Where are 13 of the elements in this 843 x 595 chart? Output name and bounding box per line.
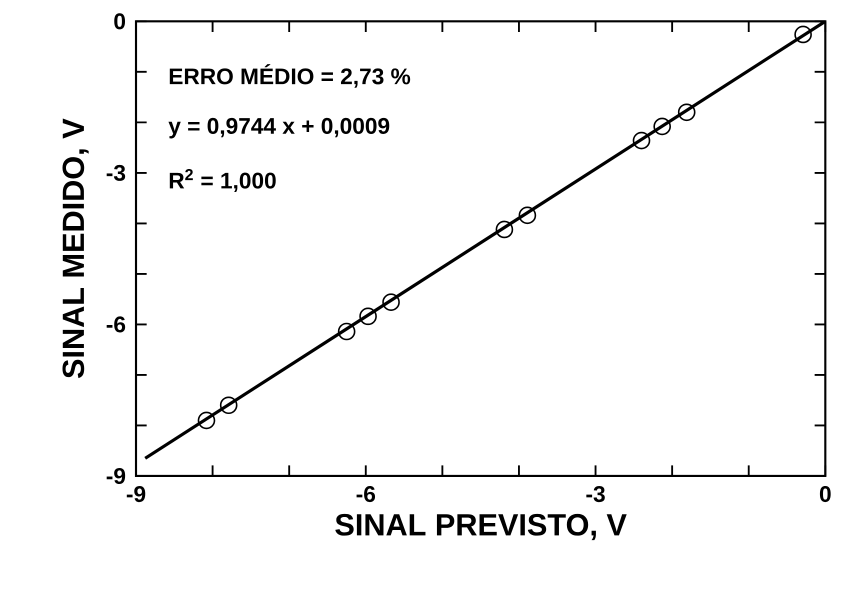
y-tick-label: -6 (106, 316, 126, 332)
annotation: y = 0,9744 x + 0,0009 (168, 118, 390, 138)
y-tick-label: 0 (114, 13, 126, 30)
x-tick-label: -9 (126, 486, 146, 502)
x-tick-label: 0 (820, 486, 831, 502)
x-axis-title: SINAL PREVISTO, V (335, 514, 627, 540)
y-axis-title: SINAL MEDIDO, V (62, 118, 89, 378)
y-tick-label: -9 (106, 468, 126, 484)
annotation: ERRO MÉDIO = 2,73 % (170, 64, 410, 88)
x-tick-label: -6 (356, 486, 376, 502)
y-tick-label: -3 (106, 164, 126, 181)
x-tick-label: -3 (586, 486, 605, 502)
annotation: R$^{2}$ = 1,000 (170, 168, 276, 192)
